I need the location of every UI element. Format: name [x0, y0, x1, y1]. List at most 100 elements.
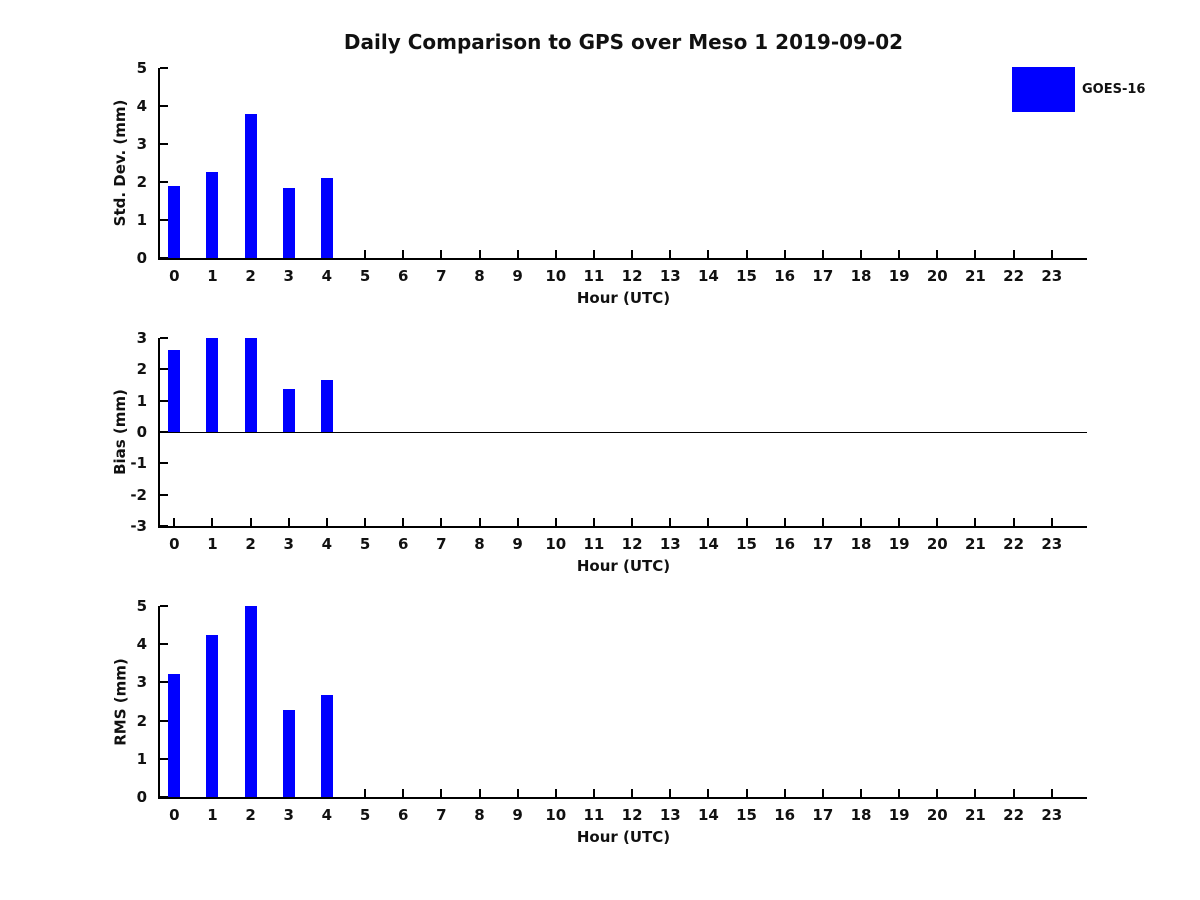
y-tick-label: 1 [136, 211, 147, 229]
y-tick-label: 5 [136, 59, 147, 77]
x-tick-label: 19 [888, 267, 910, 285]
x-tick-mark [516, 250, 519, 258]
x-tick-mark [554, 789, 557, 797]
x-tick-label: 7 [436, 535, 447, 553]
bar-goes-16-hour-1 [206, 634, 219, 797]
x-tick-mark [1012, 250, 1015, 258]
y-tick-label: 0 [136, 249, 147, 267]
x-tick-mark [898, 518, 901, 526]
y-tick-label: 2 [136, 173, 147, 191]
y-tick-mark [160, 681, 168, 684]
x-tick-label: 7 [436, 806, 447, 824]
x-tick-label: 21 [965, 267, 986, 285]
x-tick-mark [554, 518, 557, 526]
x-tick-label: 21 [965, 806, 986, 824]
bar-goes-16-hour-0 [168, 185, 181, 258]
x-tick-label: 9 [512, 806, 523, 824]
x-tick-mark [287, 518, 290, 526]
x-tick-mark [1050, 250, 1053, 258]
x-tick-mark [898, 789, 901, 797]
y-tick-label: 2 [136, 360, 147, 379]
y-tick-mark [160, 337, 168, 339]
y-tick-label: 1 [136, 391, 147, 410]
x-tick-mark [364, 250, 367, 258]
x-tick-label: 0 [169, 535, 180, 553]
x-tick-label: 16 [774, 535, 796, 553]
x-tick-mark [1050, 518, 1053, 526]
y-tick-mark [160, 605, 168, 607]
x-tick-mark [516, 518, 519, 526]
x-tick-mark [974, 250, 977, 258]
y-tick-label: 5 [136, 597, 147, 615]
x-tick-mark [707, 789, 710, 797]
x-tick-mark [898, 250, 901, 258]
x-tick-label: 2 [245, 535, 256, 553]
bar-goes-16-hour-1 [206, 338, 219, 432]
x-tick-mark [860, 250, 862, 258]
y-tick-mark [160, 757, 168, 760]
x-tick-label: 14 [697, 806, 719, 824]
y-tick-label: 0 [136, 423, 147, 441]
x-tick-label: 23 [1041, 535, 1063, 553]
x-tick-mark [783, 789, 786, 797]
x-tick-label: 2 [245, 806, 256, 824]
x-tick-label: 12 [621, 267, 643, 285]
y-tick-label: 2 [136, 711, 147, 730]
x-tick-label: 18 [850, 267, 872, 285]
x-tick-label: 8 [474, 535, 485, 553]
bar-goes-16-hour-4 [320, 379, 333, 432]
y-tick-label: 1 [136, 749, 147, 768]
x-tick-mark [860, 789, 862, 797]
x-tick-mark [821, 789, 824, 797]
x-tick-label: 10 [545, 267, 567, 285]
x-tick-label: 1 [207, 535, 218, 553]
x-tick-mark [745, 789, 748, 797]
x-tick-label: 21 [965, 535, 986, 553]
plot-area-std-dev [158, 67, 1087, 260]
y-tick-mark [160, 219, 168, 221]
x-tick-label: 13 [659, 806, 681, 824]
x-tick-label: 20 [926, 806, 948, 824]
zero-line [160, 431, 1087, 433]
x-axis-label-hour-utc: Hour (UTC) [576, 828, 671, 846]
x-tick-label: 3 [283, 806, 294, 824]
y-tick-mark [160, 493, 168, 496]
x-tick-label: 3 [283, 267, 294, 285]
x-tick-label: 4 [321, 535, 333, 553]
bar-goes-16-hour-3 [282, 388, 295, 432]
x-tick-mark [631, 250, 634, 258]
x-tick-mark [707, 518, 710, 526]
x-tick-label: 15 [736, 535, 757, 553]
x-tick-mark [1012, 789, 1015, 797]
x-tick-label: 11 [583, 535, 605, 553]
x-tick-mark [364, 789, 367, 797]
x-tick-label: 20 [926, 267, 948, 285]
x-tick-label: 14 [697, 535, 719, 553]
bar-goes-16-hour-0 [168, 349, 181, 432]
x-tick-mark [707, 250, 710, 258]
y-tick-label: -2 [130, 485, 147, 504]
y-tick-mark [160, 719, 168, 722]
x-tick-mark [211, 518, 214, 526]
x-tick-label: 11 [583, 806, 605, 824]
x-tick-label: 8 [474, 267, 485, 285]
plot-area-rms [158, 605, 1087, 799]
x-tick-label: 0 [169, 267, 180, 285]
x-tick-label: 4 [321, 267, 333, 285]
bar-goes-16-hour-1 [206, 172, 219, 258]
x-tick-label: 16 [774, 267, 796, 285]
x-tick-label: 19 [888, 535, 910, 553]
y-tick-mark [160, 399, 168, 402]
x-tick-mark [936, 518, 939, 526]
legend-label-goes16: GOES-16 [1082, 82, 1146, 97]
x-tick-label: 22 [1003, 267, 1025, 285]
y-tick-mark [160, 525, 168, 527]
y-tick-mark [160, 368, 168, 371]
x-tick-mark [745, 250, 748, 258]
x-tick-label: 17 [812, 806, 834, 824]
x-tick-mark [592, 250, 595, 258]
x-tick-label: 14 [697, 267, 719, 285]
x-tick-mark [1012, 518, 1015, 526]
x-tick-mark [936, 250, 939, 258]
x-tick-label: 6 [397, 267, 409, 285]
